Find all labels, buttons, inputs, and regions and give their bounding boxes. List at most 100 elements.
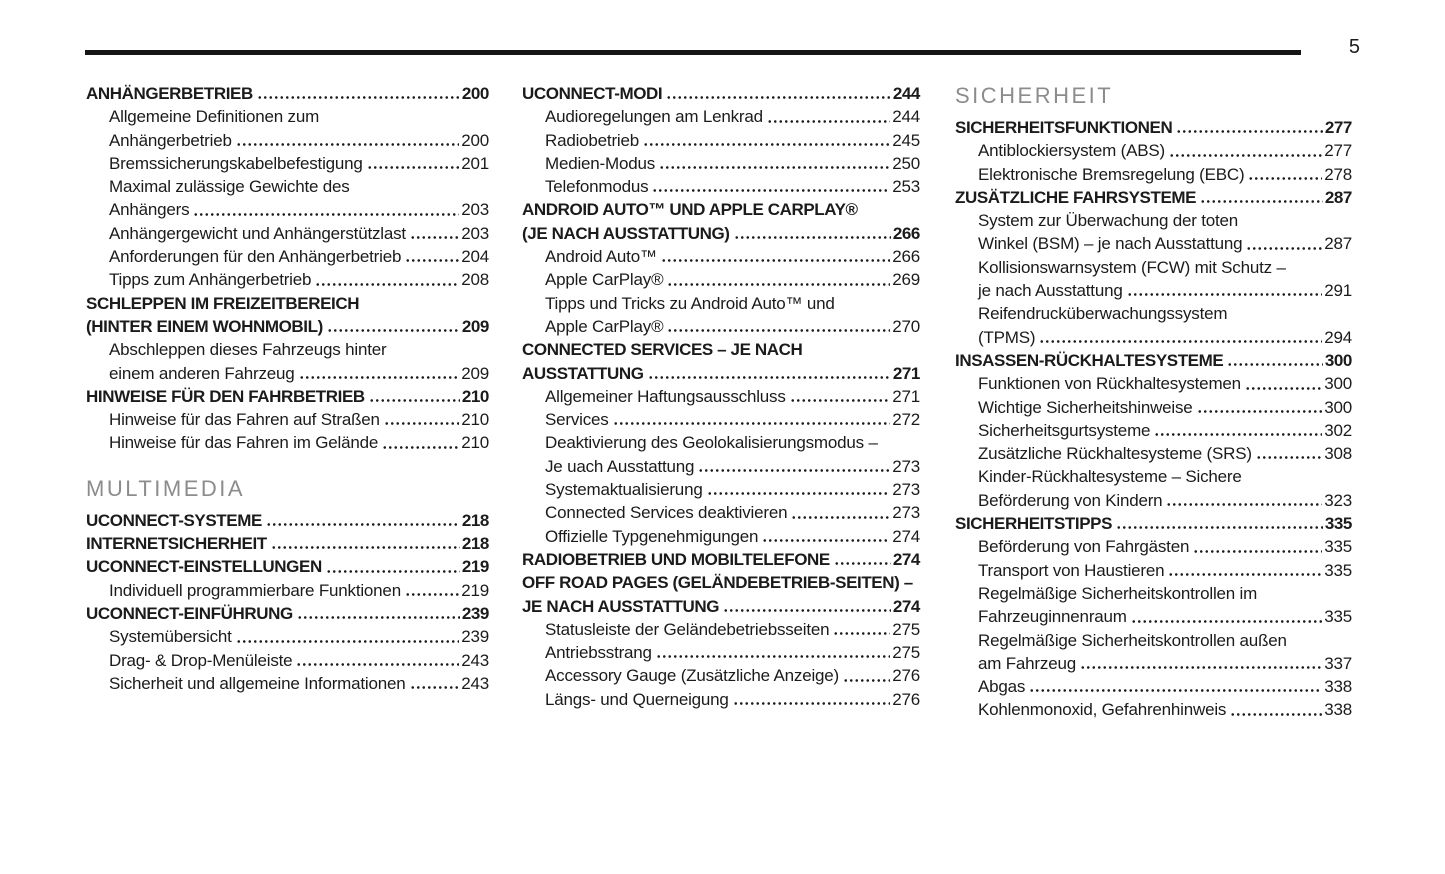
- toc-entry-page: 275: [892, 619, 920, 639]
- toc-entry-label: Drag- & Drop-Menüleiste: [109, 650, 293, 670]
- toc-entry[interactable]: Hinweise für das Fahren auf Straßen 210: [86, 408, 489, 432]
- toc-entry[interactable]: Android Auto™ 266: [522, 245, 920, 269]
- toc-entry[interactable]: Drag- & Drop-Menüleiste 243: [86, 648, 489, 672]
- toc-entry-label: OFF ROAD PAGES (GELÄNDEBETRIEB-SEITEN) –: [522, 573, 913, 593]
- toc-entry[interactable]: OFF ROAD PAGES (GELÄNDEBETRIEB-SEITEN) –: [522, 571, 920, 594]
- toc-entry[interactable]: Antriebsstrang 275: [522, 641, 920, 665]
- toc-entry[interactable]: Audioregelungen am Lenkrad 244: [522, 105, 920, 129]
- toc-entry[interactable]: Winkel (BSM) – je nach Ausstattung 287: [955, 232, 1352, 256]
- toc-entry[interactable]: Hinweise für das Fahren im Gelände 210: [86, 431, 489, 455]
- toc-entry[interactable]: JE NACH AUSSTATTUNG 274: [522, 594, 920, 618]
- toc-entry[interactable]: Wichtige Sicherheitshinweise 300: [955, 395, 1352, 419]
- toc-entry[interactable]: Regelmäßige Sicherheitskontrollen außen: [955, 629, 1352, 652]
- toc-entry-label: Offizielle Typgenehmigungen: [545, 526, 759, 546]
- toc-entry-label: Regelmäßige Sicherheitskontrollen außen: [978, 630, 1287, 650]
- toc-entry-page: 287: [1324, 187, 1353, 207]
- toc-entry-label: Allgemeine Definitionen zum: [109, 107, 320, 127]
- toc-entry[interactable]: SICHERHEITSFUNKTIONEN 277: [955, 116, 1352, 140]
- dot-leader: [1039, 325, 1323, 349]
- toc-entry[interactable]: SICHERHEITSTIPPS 335: [955, 512, 1352, 536]
- toc-entry[interactable]: ZUSÄTZLICHE FAHRSYSTEME 287: [955, 185, 1353, 210]
- toc-entry[interactable]: Anforderungen für den Anhängerbetrieb 204: [86, 245, 489, 269]
- toc-entry[interactable]: Zusätzliche Rückhaltesysteme (SRS) 308: [955, 442, 1352, 466]
- toc-entry[interactable]: Abgas 338: [955, 675, 1352, 699]
- dot-leader: [652, 175, 891, 199]
- toc-entry[interactable]: (JE NACH AUSSTATTUNG) 266: [522, 221, 920, 246]
- toc-entry[interactable]: Apple CarPlay® 269: [522, 268, 920, 292]
- toc-entry[interactable]: Tipps und Tricks zu Android Auto™ und: [522, 292, 920, 315]
- toc-entry[interactable]: (HINTER EINEM WOHNMOBIL) 209: [86, 314, 489, 339]
- dot-leader: [698, 454, 891, 479]
- toc-entry[interactable]: Anhängergewicht und Anhängerstützlast 203: [86, 221, 489, 246]
- toc-entry-label: ANDROID AUTO™ UND APPLE CARPLAY®: [522, 200, 858, 220]
- toc-entry[interactable]: Services 272: [522, 408, 920, 432]
- toc-entry[interactable]: je nach Ausstattung 291: [955, 279, 1352, 303]
- toc-entry[interactable]: Allgemeiner Haftungsausschluss 271: [522, 384, 920, 409]
- dot-leader: [296, 601, 460, 626]
- toc-entry[interactable]: Antiblockiersystem (ABS) 277: [955, 139, 1352, 163]
- toc-entry[interactable]: Reifendrucküberwachungssystem: [955, 302, 1352, 325]
- toc-entry[interactable]: Connected Services deaktivieren 273: [522, 501, 920, 525]
- toc-entry[interactable]: Anhängers 203: [86, 198, 489, 222]
- toc-entry[interactable]: einem anderen Fahrzeug 209: [86, 361, 489, 385]
- toc-entry[interactable]: Deaktivierung des Geolokalisierungsmodus…: [522, 431, 920, 454]
- toc-entry[interactable]: Medien-Modus 250: [522, 151, 920, 176]
- toc-entry[interactable]: UCONNECT-SYSTEME 218: [86, 508, 489, 533]
- toc-entry[interactable]: AUSSTATTUNG 271: [522, 361, 920, 385]
- toc-entry[interactable]: Fahrzeuginnenraum 335: [955, 605, 1352, 629]
- toc-entry[interactable]: Funktionen von Rückhaltesystemen 300: [955, 372, 1352, 396]
- toc-entry[interactable]: Individuell programmierbare Funktionen 21…: [86, 578, 489, 602]
- toc-entry[interactable]: (TPMS) 294: [955, 325, 1352, 349]
- toc-entry[interactable]: Allgemeine Definitionen zum: [86, 105, 489, 128]
- toc-entry[interactable]: Sicherheitsgurtsysteme 302: [955, 418, 1352, 443]
- toc-entry[interactable]: Accessory Gauge (Zusätzliche Anzeige) 276: [522, 664, 920, 688]
- toc-entry-label: Beförderung von Kindern: [978, 490, 1163, 510]
- toc-entry-label: Transport von Haustieren: [978, 560, 1165, 580]
- toc-entry-page: 323: [1324, 490, 1352, 510]
- toc-entry[interactable]: Anhängerbetrieb 200: [86, 128, 489, 152]
- toc-entry[interactable]: System zur Überwachung der toten: [955, 209, 1352, 232]
- toc-entry[interactable]: INSASSEN-RÜCKHALTESYSTEME 300: [955, 348, 1352, 373]
- toc-entry[interactable]: Maximal zulässige Gewichte des: [86, 175, 489, 198]
- toc-entry[interactable]: Längs- und Querneigung 276: [522, 687, 920, 712]
- toc-entry[interactable]: RADIOBETRIEB UND MOBILTELEFONE 274: [522, 547, 920, 572]
- toc-entry[interactable]: Tipps zum Anhängerbetrieb 208: [86, 268, 489, 292]
- toc-entry[interactable]: Beförderung von Fahrgästen 335: [955, 535, 1352, 559]
- toc-entry[interactable]: Je uach Ausstattung 273: [522, 454, 920, 479]
- toc-entry-page: 300: [1324, 374, 1352, 394]
- toc-entry[interactable]: am Fahrzeug 337: [955, 651, 1352, 676]
- toc-entry[interactable]: Sicherheit und allgemeine Informationen 2…: [86, 671, 489, 696]
- toc-entry[interactable]: Telefonmodus 253: [522, 175, 920, 199]
- toc-entry[interactable]: Radiobetrieb 245: [522, 128, 920, 152]
- toc-entry-page: 210: [461, 386, 490, 406]
- toc-entry[interactable]: UCONNECT-MODI 244: [522, 82, 920, 106]
- toc-entry[interactable]: Statusleiste der Geländebetriebsseiten 27…: [522, 617, 920, 642]
- toc-entry[interactable]: Apple CarPlay® 270: [522, 314, 920, 339]
- toc-entry[interactable]: INTERNETSICHERHEIT 218: [86, 532, 489, 556]
- toc-entry[interactable]: Abschleppen dieses Fahrzeugs hinter: [86, 338, 489, 361]
- toc-entry[interactable]: HINWEISE FÜR DEN FAHRBETRIEB 210: [86, 384, 490, 409]
- toc-entry[interactable]: ANHÄNGERBETRIEB 200: [86, 82, 489, 106]
- toc-entry[interactable]: Elektronische Bremsregelung (EBC) 278: [955, 162, 1352, 186]
- toc-entry[interactable]: Systemaktualisierung 273: [522, 478, 920, 502]
- toc-entry-label: Längs- und Querneigung: [545, 689, 729, 709]
- toc-entry[interactable]: Systemübersicht 239: [86, 625, 489, 649]
- toc-entry[interactable]: UCONNECT-EINFÜHRUNG 239: [86, 601, 490, 626]
- toc-entry-page: 244: [892, 107, 920, 127]
- toc-entry-label: Elektronische Bremsregelung (EBC): [978, 164, 1245, 184]
- toc-entry[interactable]: ANDROID AUTO™ UND APPLE CARPLAY®: [522, 198, 920, 221]
- toc-entry[interactable]: UCONNECT-EINSTELLUNGEN 219: [86, 555, 489, 579]
- toc-entry-page: 239: [461, 603, 490, 623]
- toc-entry[interactable]: Kollisionswarnsystem (FCW) mit Schutz –: [955, 256, 1352, 279]
- toc-entry-label: Regelmäßige Sicherheitskontrollen im: [978, 583, 1258, 603]
- toc-entry[interactable]: SCHLEPPEN IM FREIZEITBEREICH: [86, 292, 489, 315]
- toc-entry[interactable]: Offizielle Typgenehmigungen 274: [522, 524, 920, 548]
- toc-entry[interactable]: Transport von Haustieren 335: [955, 558, 1352, 582]
- toc-entry[interactable]: Beförderung von Kindern 323: [955, 488, 1352, 513]
- toc-entry[interactable]: CONNECTED SERVICES – JE NACH: [522, 338, 920, 361]
- toc-entry[interactable]: Bremssicherungskabelbefestigung 201: [86, 151, 489, 176]
- toc-entry[interactable]: Kohlenmonoxid, Gefahrenhinweis 338: [955, 698, 1352, 722]
- toc-entry-label: Connected Services deaktivieren: [545, 503, 788, 523]
- toc-entry[interactable]: Kinder-Rückhaltesysteme – Sichere: [955, 465, 1352, 488]
- toc-entry[interactable]: Regelmäßige Sicherheitskontrollen im: [955, 582, 1352, 605]
